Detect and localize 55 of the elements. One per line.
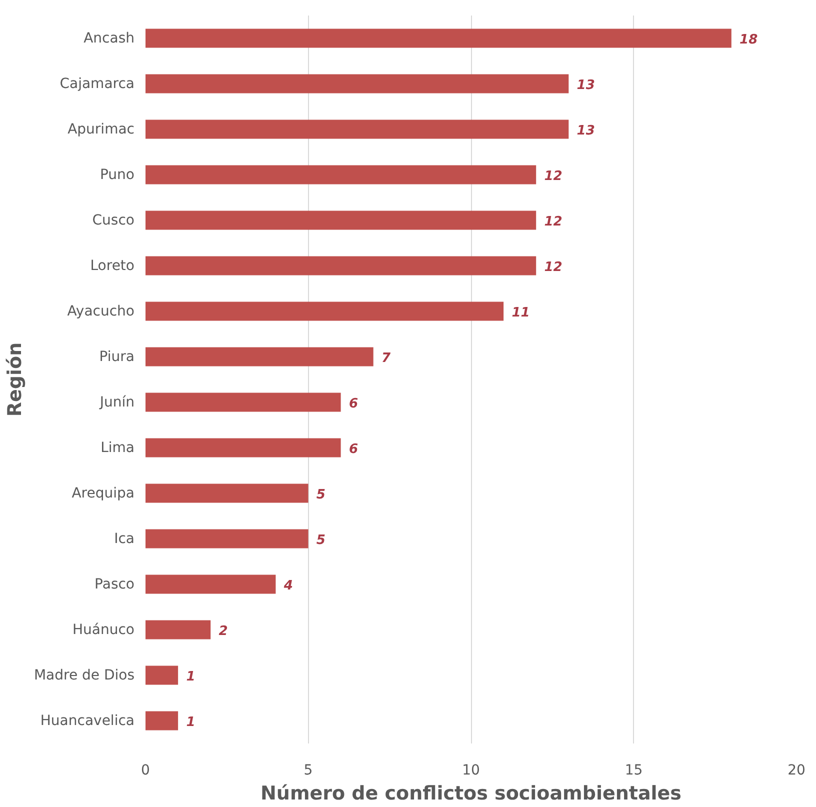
bar bbox=[146, 484, 308, 503]
data-label: 18 bbox=[740, 32, 758, 48]
bar bbox=[146, 120, 569, 139]
y-tick-label: Cusco bbox=[92, 212, 135, 228]
bar bbox=[146, 347, 374, 366]
y-tick-label: Lima bbox=[100, 440, 134, 456]
bar bbox=[146, 711, 178, 730]
data-label: 6 bbox=[348, 442, 358, 457]
data-label: 11 bbox=[512, 305, 530, 320]
bar bbox=[146, 620, 211, 640]
bar bbox=[146, 256, 536, 276]
y-tick-label: Piura bbox=[99, 348, 134, 365]
bar bbox=[146, 529, 308, 548]
x-tick-label: 5 bbox=[304, 762, 313, 778]
y-tick-label: Ica bbox=[114, 530, 134, 547]
y-tick-label: Junín bbox=[98, 394, 135, 410]
x-tick-label: 0 bbox=[141, 762, 150, 778]
data-label: 12 bbox=[544, 260, 562, 275]
y-tick-label: Loreto bbox=[90, 258, 135, 274]
x-tick-label: 15 bbox=[624, 762, 643, 778]
data-label: 13 bbox=[576, 123, 595, 138]
data-label: 7 bbox=[381, 350, 392, 366]
data-label: 13 bbox=[576, 78, 595, 93]
y-tick-label: Cajamarca bbox=[60, 76, 134, 92]
bar bbox=[146, 666, 178, 685]
y-tick-label: Pasco bbox=[94, 576, 135, 592]
data-label: 5 bbox=[316, 532, 326, 548]
y-tick-label: Madre de Dios bbox=[34, 667, 135, 684]
y-tick-label: Ancash bbox=[84, 30, 135, 46]
x-axis-title: Número de conflictos socioambientales bbox=[260, 782, 682, 804]
bar bbox=[146, 165, 536, 184]
y-tick-label: Huancavelica bbox=[40, 712, 135, 729]
data-label: 6 bbox=[348, 396, 358, 412]
data-label: 2 bbox=[218, 624, 228, 639]
bar bbox=[146, 438, 341, 458]
bar bbox=[146, 574, 276, 594]
data-label: 4 bbox=[282, 578, 293, 594]
y-tick-label: Puno bbox=[100, 166, 135, 183]
data-label: 1 bbox=[186, 714, 196, 730]
data-label: 5 bbox=[316, 487, 326, 502]
x-tick-label: 20 bbox=[788, 762, 806, 778]
y-axis-title: Región bbox=[4, 342, 26, 417]
y-tick-label: Ayacucho bbox=[67, 303, 135, 320]
bar bbox=[146, 302, 504, 321]
y-tick-label: Huánuco bbox=[72, 622, 135, 638]
bar bbox=[146, 392, 341, 412]
x-tick-label: 10 bbox=[462, 762, 480, 778]
y-tick-label: Arequipa bbox=[72, 485, 135, 502]
bar bbox=[146, 210, 536, 230]
data-label: 12 bbox=[544, 214, 562, 230]
y-tick-label: Apurimac bbox=[68, 121, 135, 138]
data-label: 12 bbox=[544, 168, 562, 184]
bar bbox=[146, 28, 732, 48]
data-label: 1 bbox=[186, 669, 196, 684]
bar bbox=[146, 74, 569, 94]
